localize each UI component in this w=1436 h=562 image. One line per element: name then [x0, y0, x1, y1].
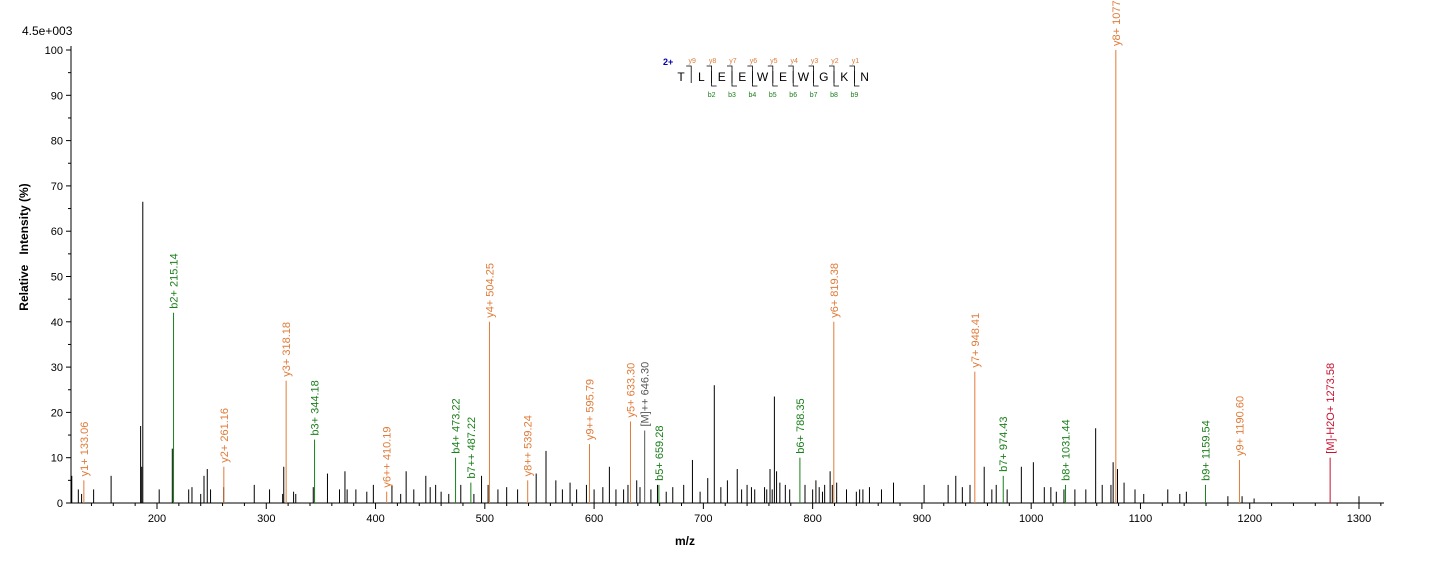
x-tick-label: 900 — [913, 513, 931, 525]
x-tick-label: 1100 — [1129, 513, 1153, 525]
peak-label: b5+ 659.28 — [654, 426, 666, 481]
y-ion-bracket — [788, 65, 794, 83]
peak-label: y6+ 819.38 — [829, 263, 841, 318]
peak-label: y7+ 948.41 — [970, 313, 982, 368]
y-ion-label: y4 — [790, 58, 798, 65]
y-ion-bracket — [706, 65, 712, 83]
peaks-layer — [71, 50, 1360, 503]
y-ion-label: y5 — [770, 58, 778, 65]
y-ion-bracket — [829, 65, 835, 83]
b-ion-label: b8 — [830, 92, 838, 99]
x-tick-label: 700 — [694, 513, 712, 525]
b-ion-bracket — [772, 71, 778, 87]
peak-label: y8+ 1077.46 — [1111, 0, 1123, 46]
peak-label: y9++ 595.79 — [584, 379, 596, 440]
x-tick-label: 200 — [148, 513, 166, 525]
residue-letter: T — [677, 70, 685, 84]
b-ion-label: b6 — [789, 92, 797, 99]
residue-letter: W — [798, 70, 810, 84]
b-ion-bracket — [752, 71, 758, 87]
b-ion-label: b2 — [708, 92, 716, 99]
b-ion-label: b7 — [810, 92, 818, 99]
axes-layer: 0 10 20 30 40 50 60 70 80 90 100 200 300 400 500 600 700… — [45, 45, 1384, 525]
y-ion-bracket — [727, 65, 733, 83]
y-ion-label: y9 — [688, 58, 696, 65]
peak-label: y1+ 133.06 — [79, 422, 91, 477]
b-ion-bracket — [833, 71, 839, 87]
b-ion-bracket — [813, 71, 819, 87]
residue-letter: K — [840, 70, 848, 84]
peak-label: b9+ 1159.54 — [1201, 420, 1213, 481]
peak-label: y9+ 1190.60 — [1234, 396, 1246, 456]
charge-state-label: 2+ — [663, 57, 673, 67]
residue-letter: E — [738, 70, 746, 84]
peak-label: b6+ 788.35 — [795, 398, 807, 453]
peak-label: b4+ 473.22 — [451, 398, 463, 453]
b-ion-label: b3 — [728, 92, 736, 99]
y-tick-label: 10 — [51, 453, 63, 465]
b-ion-label: b5 — [769, 92, 777, 99]
residue-letter: G — [819, 70, 828, 84]
residue-letter: L — [698, 70, 705, 84]
y-ion-bracket — [747, 65, 753, 83]
b-ion-label: b9 — [851, 92, 859, 99]
y-ion-bracket — [686, 65, 692, 83]
residue-letter: N — [860, 70, 869, 84]
residue-letter: E — [718, 70, 726, 84]
y-ion-bracket — [849, 65, 855, 83]
peak-label: y8++ 539.24 — [523, 415, 535, 476]
x-tick-label: 600 — [585, 513, 603, 525]
peak-label: b8+ 1031.44 — [1061, 419, 1073, 480]
y-tick-label: 100 — [45, 45, 63, 57]
b-ion-bracket — [711, 71, 717, 87]
sequence-coverage: 2+T L E E W E W G K Ny9 y8b2y7b3y6b4y5b5y4b6y3b7y2… — [663, 57, 869, 99]
b-ion-bracket — [731, 71, 737, 87]
y-ion-bracket — [767, 65, 774, 83]
peak-label: [M]++ 646.30 — [640, 362, 652, 427]
x-tick-label: 1000 — [1019, 513, 1043, 525]
y-ion-label: y8 — [709, 58, 717, 65]
y-tick-label: 50 — [51, 272, 63, 284]
y-axis-title: Relative Intensity (%) — [17, 183, 31, 310]
y-tick-label: 70 — [51, 181, 63, 193]
peak-label: y6++ 410.19 — [382, 427, 394, 488]
peak-labels-layer: y1+ 133.06 b2+ 215.14 y2+ 261.16 y3+ 318.18… — [79, 0, 1337, 488]
y-tick-label: 60 — [51, 226, 63, 238]
peak-label: b3+ 344.18 — [310, 380, 322, 435]
intensity-scale-label: 4.5e+003 — [22, 24, 73, 38]
peak-label: y5+ 633.30 — [625, 363, 637, 418]
peak-label: y2+ 261.16 — [219, 408, 231, 463]
b-ion-bracket — [854, 71, 860, 87]
residue-letter: E — [779, 70, 787, 84]
y-ion-bracket — [808, 65, 814, 83]
y-ion-label: y6 — [750, 58, 758, 65]
x-tick-label: 500 — [476, 513, 494, 525]
peak-label: b7+ 974.43 — [998, 416, 1010, 471]
peak-label: [M]-H2O+ 1273.58 — [1325, 363, 1337, 454]
y-ion-label: y3 — [811, 58, 819, 65]
peak-label: y4+ 504.25 — [484, 263, 496, 318]
b-ion-bracket — [792, 71, 799, 87]
y-tick-label: 80 — [51, 136, 63, 148]
y-tick-label: 0 — [57, 498, 63, 510]
x-tick-label: 300 — [257, 513, 275, 525]
b-ion-label: b4 — [749, 92, 757, 99]
y-ion-label: y7 — [729, 58, 737, 65]
y-ion-label: y2 — [831, 58, 839, 65]
y-tick-label: 20 — [51, 407, 63, 419]
x-tick-label: 800 — [803, 513, 821, 525]
y-ion-label: y1 — [852, 58, 860, 65]
x-tick-label: 400 — [366, 513, 384, 525]
residue-letter: W — [757, 70, 769, 84]
x-tick-label: 1300 — [1347, 513, 1371, 525]
peak-label: b7++ 487.22 — [466, 417, 478, 479]
y-tick-label: 30 — [51, 362, 63, 374]
x-tick-label: 1200 — [1237, 513, 1261, 525]
peak-label: y3+ 318.18 — [281, 322, 293, 377]
peak-label: b2+ 215.14 — [169, 253, 181, 308]
y-tick-label: 40 — [51, 317, 63, 329]
y-tick-label: 90 — [51, 90, 63, 102]
x-axis-title: m/z — [675, 534, 695, 548]
